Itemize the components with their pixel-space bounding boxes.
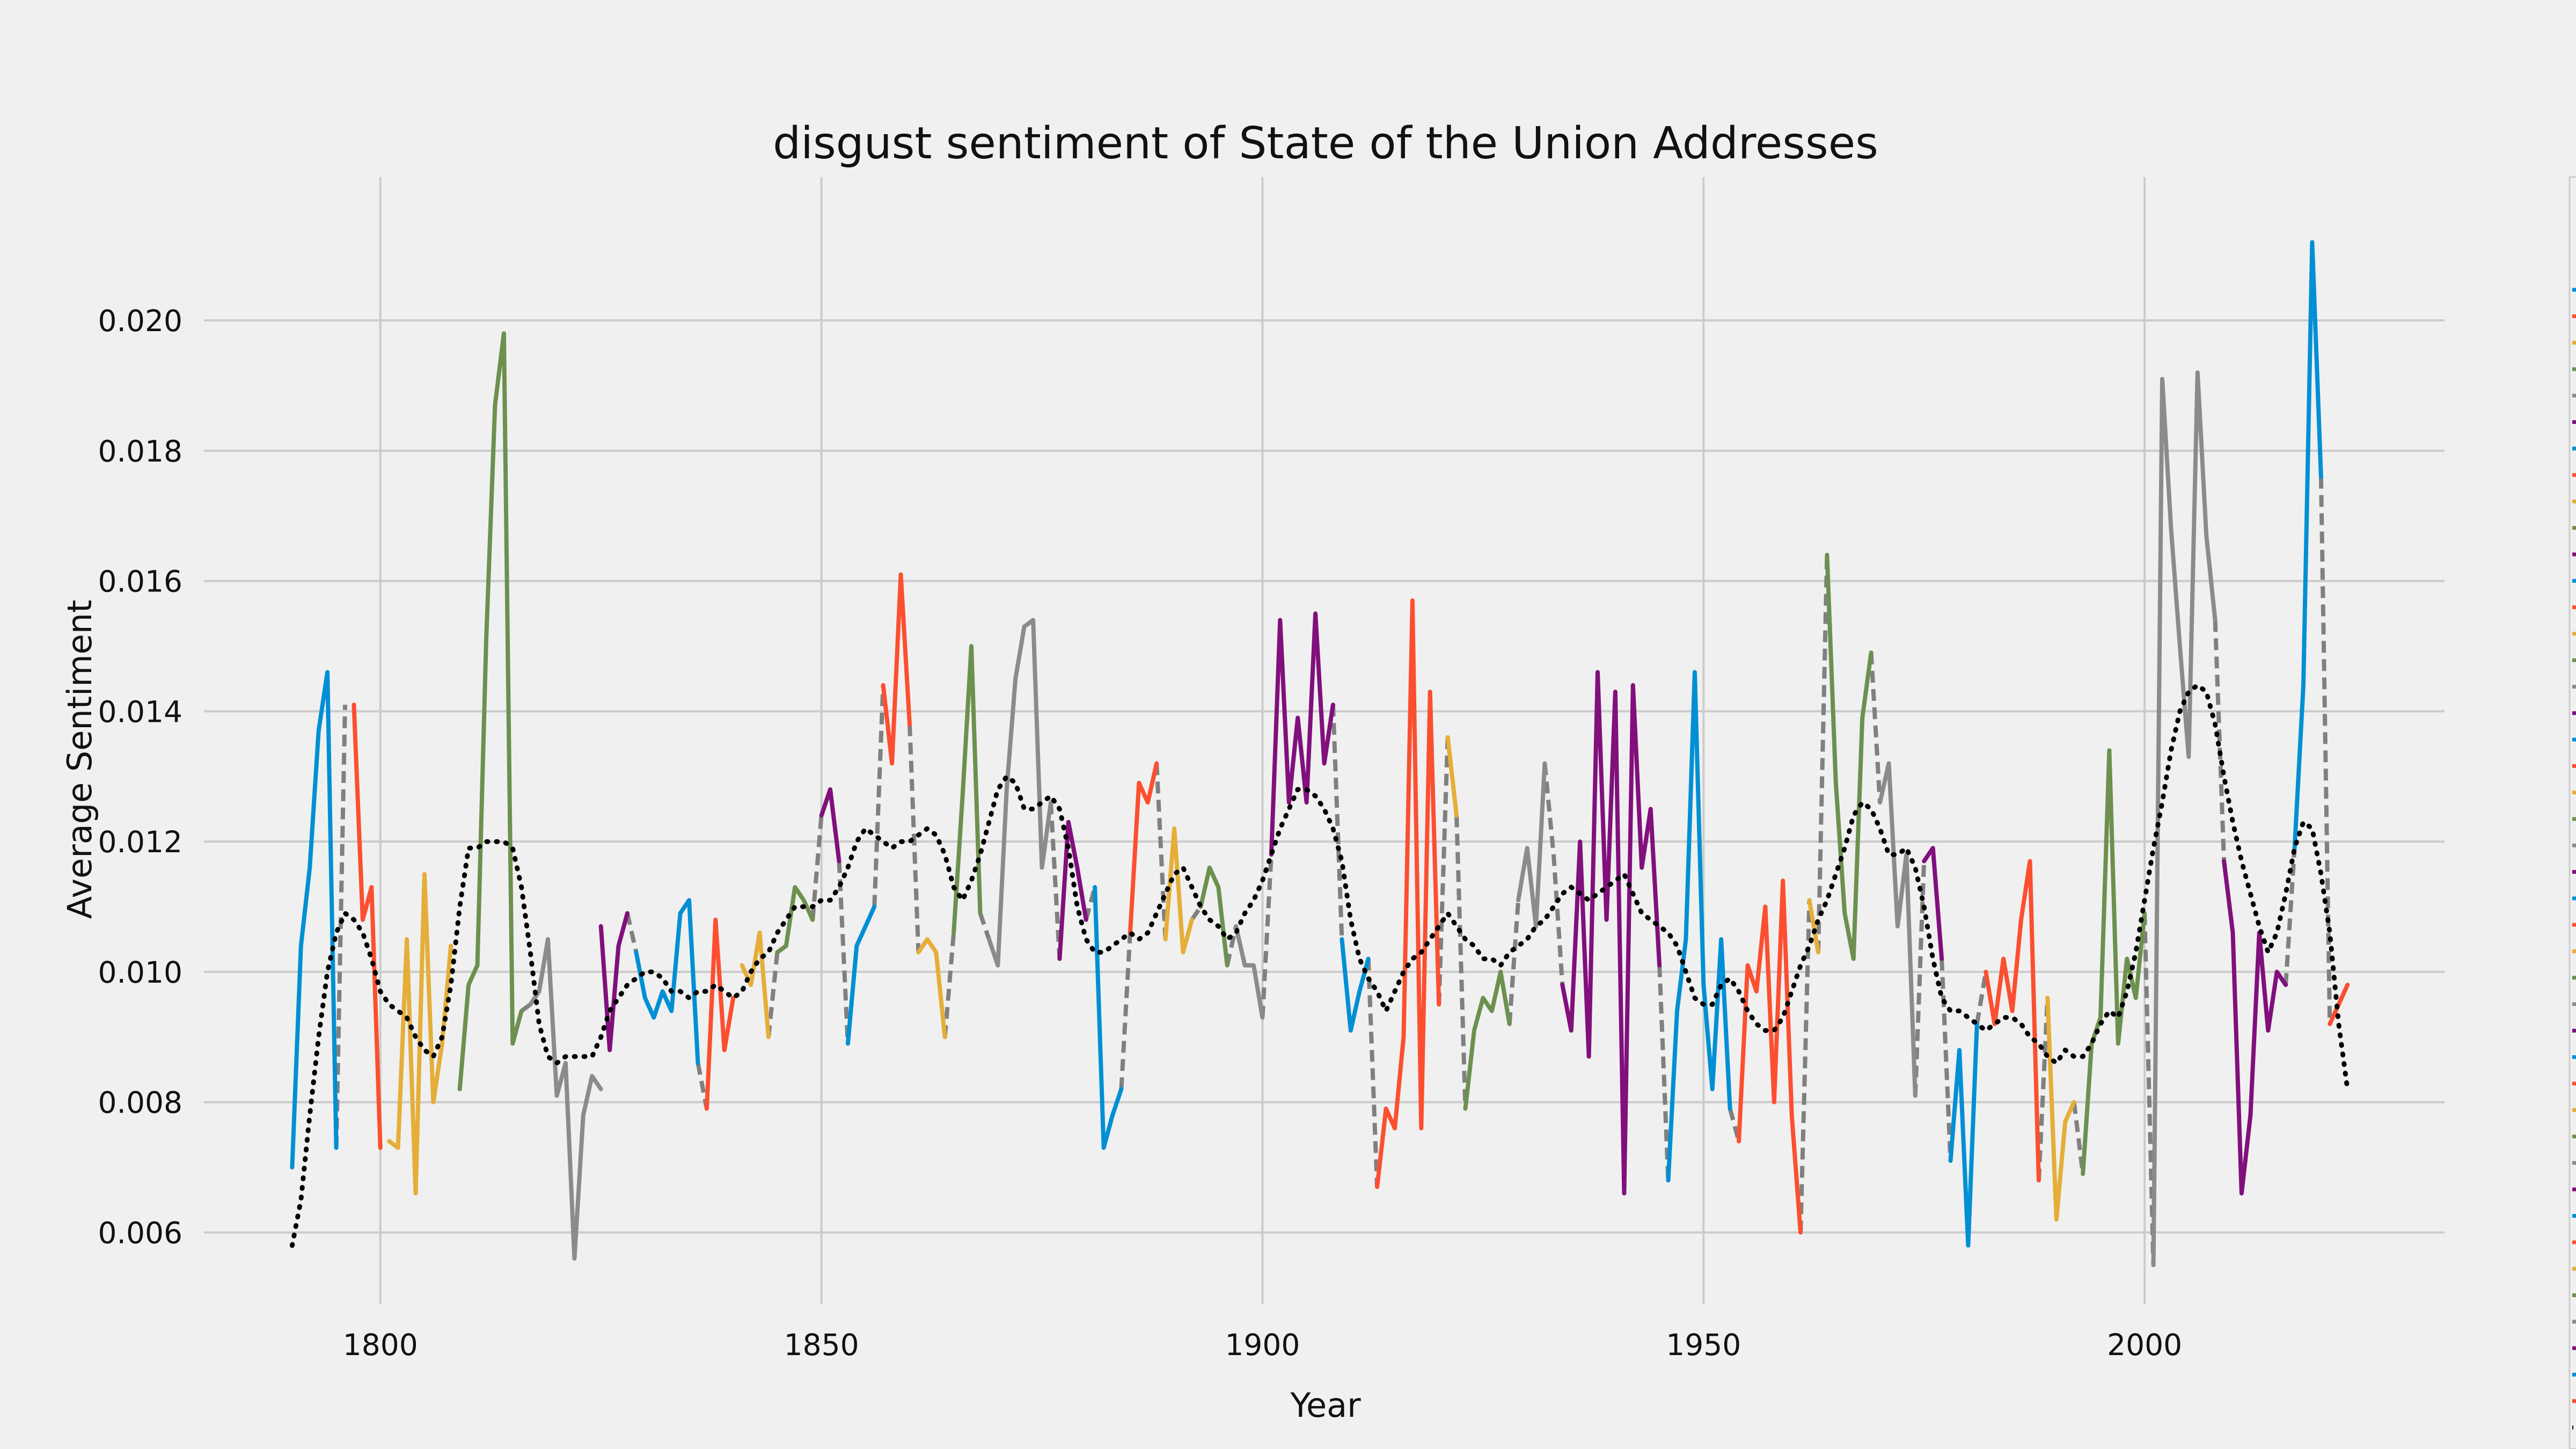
- y-axis-label: Average Sentiment: [60, 600, 99, 919]
- series-line: [352, 702, 383, 1150]
- transition-segment: [1049, 802, 1062, 959]
- x-tick-label: 2000: [2107, 1328, 2182, 1362]
- series-line: [1375, 598, 1441, 1189]
- y-tick-label: 0.006: [98, 1216, 182, 1250]
- transition-segment: [2072, 1102, 2085, 1174]
- transition-segment: [1974, 971, 1988, 1024]
- transition-segment: [1913, 861, 1927, 1096]
- transition-segment: [1190, 905, 1203, 921]
- chart-title: disgust sentiment of State of the Union …: [773, 118, 1878, 169]
- legend-clipped: [2568, 176, 2576, 1449]
- transition-segment: [978, 912, 991, 940]
- transition-segment: [1798, 900, 1812, 1233]
- series-line: [1825, 553, 1874, 961]
- transition-segment: [2036, 998, 2050, 1181]
- transition-segment: [2284, 848, 2297, 985]
- transition-segment: [837, 861, 850, 1044]
- series-line: [952, 644, 983, 935]
- series-line: [1234, 924, 1265, 1020]
- series-line: [634, 898, 700, 1065]
- transition-segment: [1869, 652, 1882, 803]
- transition-segment: [625, 912, 639, 953]
- transition-segment: [908, 724, 921, 953]
- series-line: [1560, 670, 1662, 1196]
- series-line: [290, 670, 339, 1170]
- y-tick-label: 0.020: [98, 304, 182, 338]
- series-line: [598, 911, 630, 1052]
- series-line: [2222, 859, 2288, 1196]
- series-line: [986, 618, 1053, 968]
- series-line: [528, 937, 603, 1261]
- transition-segment: [2213, 620, 2227, 861]
- transition-segment: [1154, 763, 1168, 940]
- series-line: [1516, 761, 1547, 928]
- transition-segment: [1119, 932, 1132, 1089]
- transition-segment: [1816, 554, 1829, 953]
- series-line: [1984, 859, 2041, 1183]
- series-line: [1340, 937, 1371, 1033]
- series-line: [1163, 826, 1194, 955]
- y-tick-label: 0.010: [98, 955, 182, 990]
- series-line: [2045, 996, 2076, 1222]
- transition-segment: [334, 705, 347, 1148]
- transition-segment: [1260, 854, 1274, 1018]
- transition-segment: [872, 685, 885, 907]
- transition-segment: [1507, 900, 1521, 1024]
- transition-segment: [1330, 705, 1344, 940]
- transition-segment: [1366, 958, 1380, 1187]
- rolling-mean-line: [289, 683, 2350, 1248]
- series-line: [1128, 761, 1159, 935]
- transition-segment: [1437, 737, 1450, 1005]
- series-line: [1948, 1022, 1979, 1248]
- y-tick-label: 0.016: [98, 565, 182, 599]
- y-tick-label: 0.014: [98, 694, 182, 729]
- x-tick-label: 1900: [1225, 1328, 1300, 1362]
- series-line: [457, 331, 524, 1092]
- transition-segment: [1542, 763, 1565, 985]
- series-line: [2292, 240, 2323, 851]
- y-tick-label: 0.018: [98, 434, 182, 469]
- transition-segment: [1454, 815, 1468, 1109]
- series-line: [1922, 846, 1944, 961]
- series-line: [740, 931, 771, 1040]
- series-line: [916, 937, 947, 1040]
- series-line: [881, 572, 912, 766]
- x-tick-label: 1850: [784, 1328, 859, 1362]
- x-axis-label: Year: [1290, 1386, 1361, 1425]
- series-line: [1445, 735, 1459, 818]
- series-line: [1807, 898, 1820, 955]
- series-line: [775, 885, 815, 955]
- transition-segment: [1940, 958, 1953, 1161]
- x-tick-label: 1800: [343, 1328, 418, 1362]
- gridlines: [204, 177, 2445, 1304]
- series-line: [1878, 761, 1918, 1098]
- series-line: [704, 917, 736, 1111]
- series-line: [1269, 611, 1335, 857]
- series-line: [1093, 885, 1124, 1150]
- y-tick-label: 0.012: [98, 825, 182, 859]
- series-line: [845, 904, 877, 1046]
- x-tick-label: 1950: [1666, 1328, 1741, 1362]
- series-line: [1057, 819, 1088, 961]
- transition-segment: [1225, 926, 1239, 966]
- series-line: [387, 872, 453, 1196]
- series-line: [1198, 865, 1230, 968]
- data-lines: [289, 240, 2350, 1268]
- series-line: [1463, 969, 1512, 1111]
- legend-frame: [2568, 176, 2576, 1449]
- transition-segment: [766, 952, 780, 1037]
- y-tick-label: 0.008: [98, 1086, 182, 1120]
- tick-labels: 1800 1850 1900 1950 2000 0.006 0.008 0.010 0.012…: [98, 304, 2183, 1362]
- series-line: [819, 787, 841, 863]
- series-line: [1666, 670, 1732, 1183]
- series-line: [1737, 879, 1803, 1235]
